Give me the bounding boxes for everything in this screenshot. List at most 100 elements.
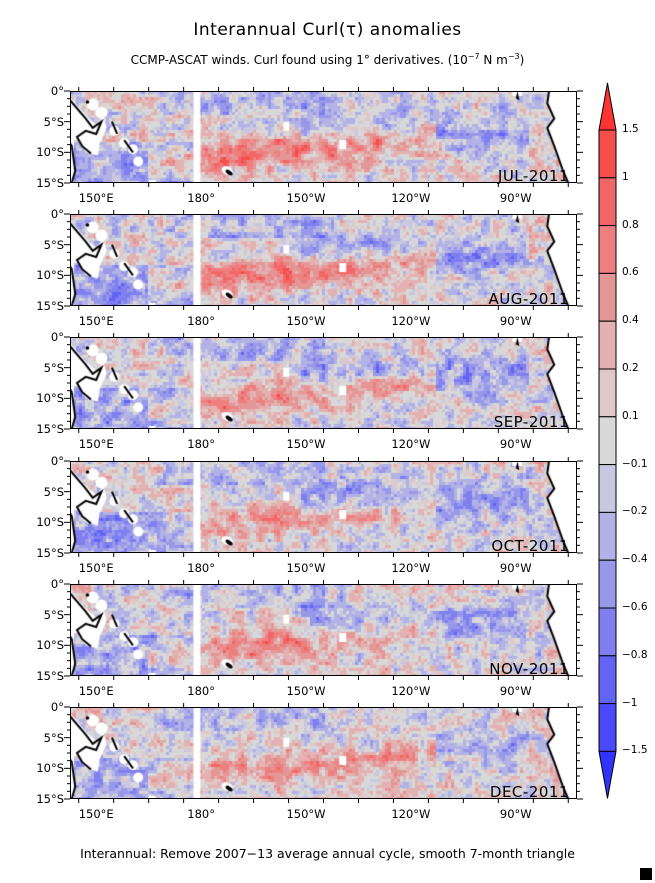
colorbar-swatch (598, 129, 617, 179)
y-tick-label: 5°S (43, 114, 64, 129)
axis-ticks (64, 580, 583, 680)
axis-ticks (64, 703, 583, 803)
y-tick-label: 0° (50, 454, 64, 468)
x-tick-label: 150°W (286, 684, 326, 698)
x-tick-label: 120°W (391, 191, 431, 205)
panel-month-label: SEP-2011 (493, 413, 569, 431)
anomaly-field (70, 461, 577, 553)
colorbar-swatch (598, 225, 617, 274)
x-tick-label: 90°W (499, 807, 532, 821)
x-tick-label: 180° (187, 684, 215, 698)
map-panel: AUG-2011 (64, 210, 583, 310)
panel-month-label: JUL-2011 (497, 167, 569, 185)
x-tick-label: 90°W (499, 191, 532, 205)
y-tick-label: 5°S (43, 607, 64, 622)
x-tick-label: 120°W (391, 807, 431, 821)
panel-month-label: AUG-2011 (488, 290, 569, 308)
y-tick-label: 5°S (43, 484, 64, 499)
x-tick-label: 150°E (78, 684, 114, 698)
y-tick-label: 10°S (36, 515, 64, 530)
colorbar (595, 80, 625, 809)
colorbar-label: −0.2 (622, 505, 648, 518)
x-tick-label: 180° (187, 561, 215, 575)
y-tick-label: 10°S (36, 268, 64, 283)
corner-marker (640, 868, 652, 880)
x-tick-label: 120°W (391, 314, 431, 328)
panel-month-label: OCT-2011 (491, 537, 569, 555)
colorbar-swatch (598, 416, 617, 466)
x-tick-label: 150°E (78, 314, 114, 328)
anomaly-field (70, 214, 577, 306)
y-tick-label: 0° (50, 700, 64, 714)
y-tick-label: 10°S (36, 638, 64, 653)
x-tick-label: 150°W (286, 437, 326, 451)
colorbar-label: 0.2 (622, 362, 639, 374)
colorbar-swatch (598, 464, 617, 513)
colorbar-extend-max (598, 82, 617, 131)
colorbar-label: 0.6 (622, 266, 639, 279)
x-tick-label: 120°W (391, 437, 431, 451)
x-tick-label: 150°E (78, 191, 114, 205)
axis-ticks (64, 457, 583, 557)
colorbar-label: −1 (622, 696, 638, 709)
map-panel: OCT-2011 (64, 457, 583, 557)
colorbar-label: −0.8 (622, 648, 648, 661)
axis-ticks (64, 210, 583, 310)
colorbar-swatch (598, 177, 617, 227)
subtitle-unit: N m (479, 53, 508, 67)
colorbar-label: 0.8 (622, 218, 639, 231)
y-tick-label: 5°S (43, 237, 64, 252)
y-tick-label: 5°S (43, 360, 64, 375)
x-tick-label: 180° (187, 807, 215, 821)
x-tick-label: 180° (187, 314, 215, 328)
colorbar-label: −0.1 (622, 457, 648, 470)
x-tick-label: 150°W (286, 314, 326, 328)
colorbar-swatch (598, 703, 617, 752)
subtitle-exponent-2: −3 (507, 52, 520, 61)
colorbar-label: 1 (622, 170, 629, 183)
x-tick-label: 150°W (286, 807, 326, 821)
axis-ticks (64, 87, 583, 187)
colorbar-swatch (598, 368, 617, 418)
colorbar-extend-min (598, 750, 617, 799)
axis-ticks (64, 333, 583, 433)
colorbar-swatch (598, 607, 617, 657)
subtitle-exponent-1: −7 (467, 52, 480, 61)
y-tick-label: 15°S (36, 422, 64, 436)
y-tick-label: 0° (50, 84, 64, 98)
x-tick-label: 150°E (78, 437, 114, 451)
panel-month-label: DEC-2011 (489, 783, 569, 801)
x-tick-label: 150°E (78, 807, 114, 821)
colorbar-swatch (598, 272, 617, 322)
y-tick-label: 5°S (43, 730, 64, 745)
chart-subtitle: CCMP-ASCAT winds. Curl found using 1° de… (0, 52, 655, 67)
colorbar-swatch (598, 511, 617, 561)
panel-month-label: NOV-2011 (489, 660, 569, 678)
anomaly-field (70, 707, 577, 799)
x-tick-label: 90°W (499, 437, 532, 451)
y-tick-label: 15°S (36, 546, 64, 560)
map-panel: JUL-2011 (64, 87, 583, 187)
colorbar-label: 0.1 (622, 409, 639, 422)
y-tick-label: 0° (50, 330, 64, 344)
colorbar-label: 1.5 (622, 123, 639, 135)
map-panel: NOV-2011 (64, 580, 583, 680)
map-panel: SEP-2011 (64, 333, 583, 433)
anomaly-field (70, 584, 577, 676)
colorbar-svg (598, 82, 617, 799)
x-tick-label: 150°E (78, 561, 114, 575)
colorbar-label: −1.5 (622, 744, 648, 757)
x-tick-label: 120°W (391, 684, 431, 698)
y-tick-label: 0° (50, 207, 64, 221)
y-tick-label: 15°S (36, 176, 64, 190)
y-tick-label: 15°S (36, 792, 64, 806)
x-tick-label: 150°W (286, 561, 326, 575)
chart-title: Interannual Curl(τ) anomalies (193, 20, 462, 40)
y-tick-label: 15°S (36, 669, 64, 683)
subtitle-close: ) (519, 53, 525, 67)
x-tick-label: 150°W (286, 191, 326, 205)
colorbar-swatch (598, 320, 617, 370)
y-tick-label: 10°S (36, 761, 64, 776)
y-tick-label: 15°S (36, 299, 64, 313)
y-tick-label: 0° (50, 577, 64, 591)
